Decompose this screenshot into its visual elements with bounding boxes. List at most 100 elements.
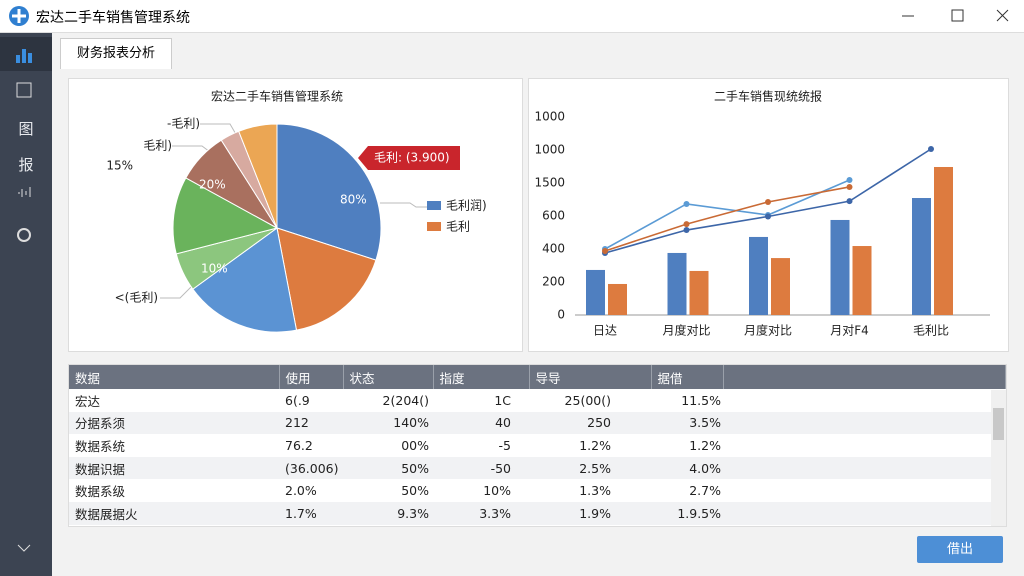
table-cell: 3.3% bbox=[433, 501, 529, 525]
legend-label: 毛利 bbox=[446, 220, 470, 234]
annotation: <(毛利) bbox=[115, 291, 158, 305]
scrollbar[interactable] bbox=[991, 390, 1006, 526]
header-cell: 导导 bbox=[529, 365, 652, 389]
pie-slice bbox=[172, 177, 279, 255]
table-row: 分据系须 212 140% 40 250 3.5% bbox=[69, 411, 1006, 435]
table-row: 数据系级 2.0% 50% 10% 1.3% 2.7% bbox=[69, 479, 1006, 502]
table-cell: 50% bbox=[401, 483, 429, 499]
line-point bbox=[928, 146, 934, 153]
table-cell: 1C bbox=[494, 392, 511, 408]
table-cell: 2.5% bbox=[529, 456, 651, 480]
annotation: 毛利) bbox=[143, 139, 172, 153]
bar bbox=[586, 269, 605, 315]
table-cell: 分据系须 bbox=[69, 411, 279, 435]
data-table-wrap: 数据 使用 状态 指度 导导 据借 宏达 6(.9 2(204() 1C 25(00() 11.5%… bbox=[68, 364, 1007, 527]
data-table: 数据 使用 状态 指度 导导 据借 宏达 6(.9 2(204() 1C 25(00() 11.5%… bbox=[69, 365, 1006, 525]
header-row: 数据 使用 状态 指度 导导 据借 bbox=[69, 365, 1006, 389]
header-filler bbox=[723, 365, 1006, 389]
y-tick-label: 1000 bbox=[534, 143, 565, 157]
table-cell: 212 bbox=[279, 411, 343, 435]
table-cell: 1.9% bbox=[529, 501, 651, 525]
table-cell: 1.2% bbox=[689, 437, 721, 453]
table-row: 数据识据 (36.006) 50% -50 2.5% 4.0% bbox=[69, 456, 1006, 480]
x-tick-label: 日达 bbox=[593, 324, 617, 338]
table-cell: 40 bbox=[433, 411, 529, 435]
export-button[interactable]: 借出 bbox=[917, 536, 1003, 563]
table-filler bbox=[723, 411, 1006, 435]
chart-title: 宏达二手车销售管理系统 bbox=[211, 89, 343, 104]
annotation: 80% bbox=[340, 193, 367, 207]
table-cell: 2(204() bbox=[382, 392, 429, 408]
table-cell: 9.3% bbox=[343, 501, 433, 525]
header-cell: 数据 bbox=[69, 365, 280, 389]
table-row: 数据系统 76.2 00% -5 1.2% 1.2% bbox=[69, 434, 1006, 457]
annotation: 10% bbox=[201, 262, 228, 276]
line bbox=[604, 186, 850, 252]
header-cell: 指度 bbox=[433, 365, 530, 389]
header-cell: 据借 bbox=[651, 365, 724, 389]
line-point bbox=[683, 221, 690, 228]
line bbox=[604, 179, 850, 250]
table-cell: 宏达 bbox=[75, 393, 101, 409]
pie-slice bbox=[276, 227, 377, 331]
table-row: 宏达 6(.9 2(204() 1C 25(00() 11.5% bbox=[69, 389, 1006, 412]
title-bar: 宏达二手车销售管理系统 bbox=[0, 0, 1024, 33]
table-cell: 00% bbox=[401, 437, 429, 453]
table-cell: 76.2 bbox=[285, 437, 313, 453]
table-cell: 6(.9 bbox=[285, 392, 310, 408]
table-cell: 数据系统 bbox=[75, 438, 126, 454]
table-cell: 10% bbox=[483, 483, 511, 499]
legend-swatch bbox=[427, 222, 441, 231]
table-cell: 25(00() bbox=[564, 392, 611, 408]
table-cell: 数据识据 bbox=[69, 456, 279, 480]
sidebar-item[interactable]: 报 bbox=[18, 156, 34, 174]
legend-swatch bbox=[427, 201, 441, 210]
bar bbox=[934, 166, 953, 315]
table-filler bbox=[723, 389, 1006, 412]
table-cell: 250 bbox=[529, 411, 651, 435]
table-cell: 50% bbox=[343, 456, 433, 480]
x-tick-label: 月对F4 bbox=[830, 324, 869, 338]
annotation: 20% bbox=[199, 178, 226, 192]
line-point bbox=[846, 177, 853, 184]
legend-label: 毛利润) bbox=[446, 199, 487, 213]
table-cell: 1.3% bbox=[579, 483, 611, 499]
table-filler bbox=[723, 434, 1006, 457]
app-icon bbox=[9, 6, 29, 26]
annotation: -毛利) bbox=[167, 117, 200, 131]
x-tick-label: 月度对比 bbox=[744, 323, 792, 338]
table-cell: 数据系级 bbox=[75, 484, 126, 500]
line-point bbox=[846, 183, 853, 190]
table-filler bbox=[723, 479, 1006, 502]
callout-text: 毛利: (3.900) bbox=[374, 151, 450, 165]
bar bbox=[771, 258, 790, 315]
header-cell: 使用 bbox=[279, 365, 344, 389]
table-cell: -50 bbox=[433, 456, 529, 480]
bar bbox=[667, 252, 687, 315]
table-cell: 数据展据火 bbox=[69, 501, 279, 525]
window-controls[interactable] bbox=[890, 6, 1020, 26]
sidebar-icons bbox=[0, 37, 52, 552]
bar bbox=[912, 198, 931, 315]
pie-slice bbox=[238, 123, 278, 229]
table-filler bbox=[723, 456, 1006, 480]
bar bbox=[830, 219, 850, 315]
bar bbox=[749, 236, 768, 315]
table-cell: 2.7% bbox=[689, 483, 721, 499]
table-cell: 1.9.5% bbox=[651, 501, 723, 525]
table-cell: 11.5% bbox=[681, 392, 721, 408]
tab[interactable]: 财务报表分析 bbox=[60, 38, 172, 69]
table-cell: 140% bbox=[343, 411, 433, 435]
window-title: 宏达二手车销售管理系统 bbox=[36, 10, 190, 26]
line-point bbox=[683, 227, 690, 234]
y-tick-label: 600 bbox=[542, 209, 565, 223]
y-tick-label: 400 bbox=[542, 242, 565, 256]
sidebar-item[interactable]: 图 bbox=[18, 120, 34, 138]
line-point bbox=[846, 198, 853, 205]
x-tick-label: 月度对比 bbox=[662, 323, 710, 338]
table-filler bbox=[723, 501, 1006, 525]
line-point bbox=[602, 247, 608, 254]
callout-box bbox=[358, 146, 460, 170]
